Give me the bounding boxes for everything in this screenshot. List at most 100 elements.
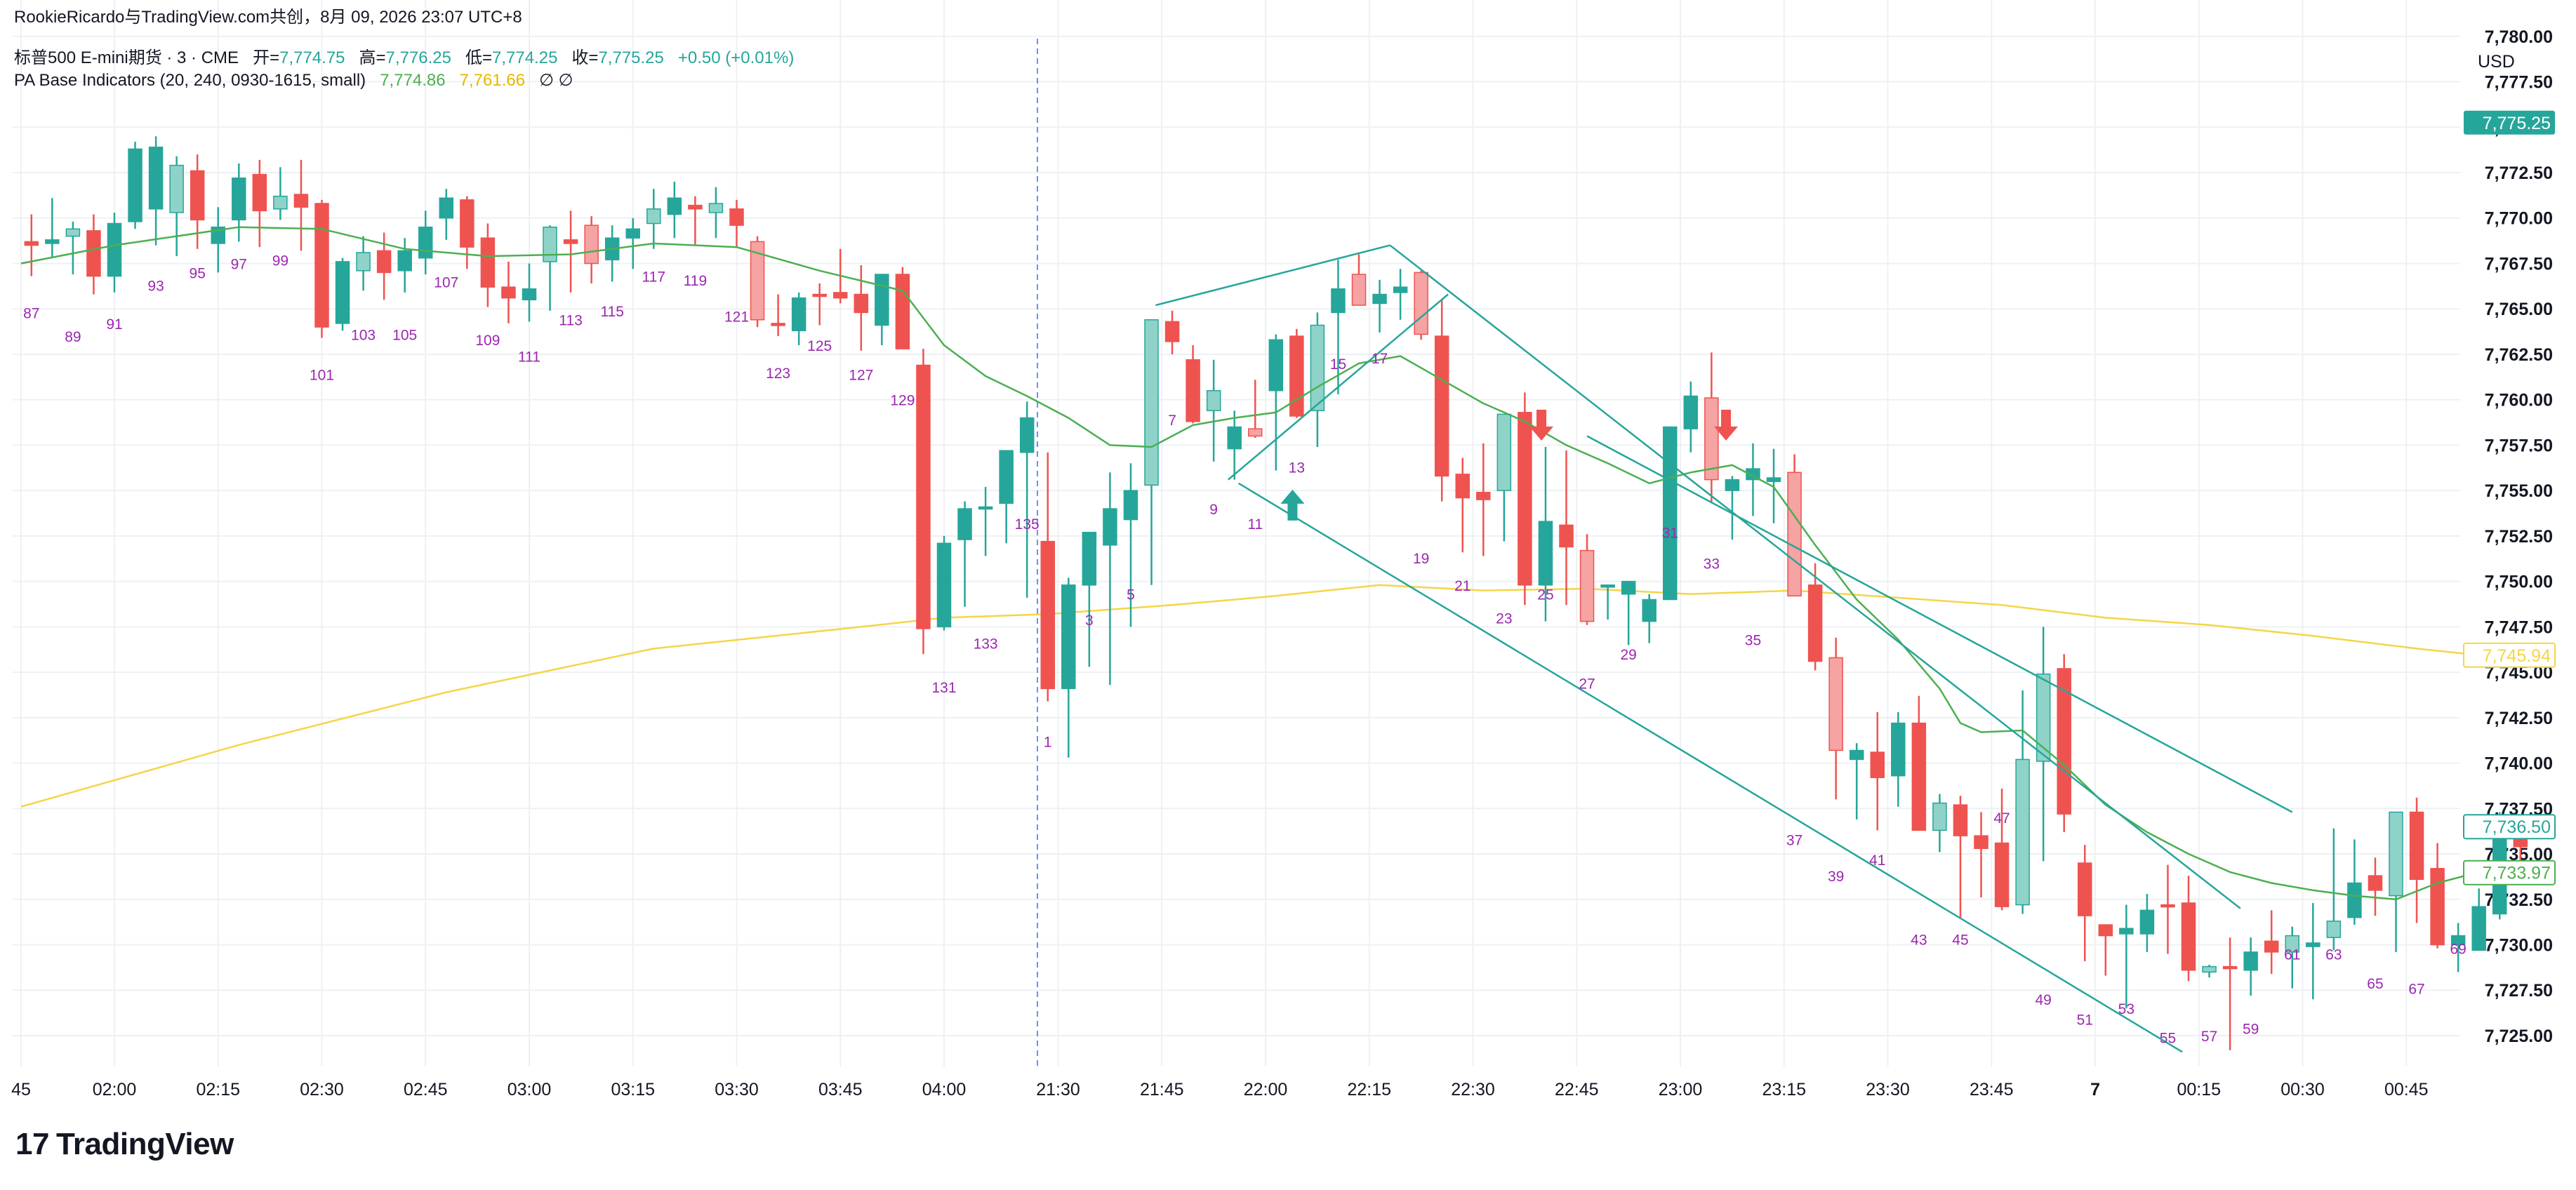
candle	[2471, 888, 2486, 951]
candle	[418, 210, 433, 275]
candle-body	[978, 506, 993, 510]
candle-body	[2181, 902, 2196, 971]
candle	[1725, 476, 1740, 540]
tradingview-logo[interactable]: 17 TradingView	[15, 1127, 234, 1162]
price-tick-label: 7,770.00	[2485, 209, 2553, 229]
candle	[1289, 328, 1304, 418]
price-tag-bg	[2463, 860, 2556, 885]
candle-body	[2306, 942, 2321, 947]
tv-logo-icon: 17	[15, 1127, 49, 1161]
candle	[169, 156, 184, 257]
candle	[397, 238, 412, 293]
high-label: 高=	[359, 48, 386, 67]
candle-body	[273, 195, 288, 210]
candle-body	[771, 323, 785, 326]
candle-body	[646, 208, 661, 225]
candle-body	[1186, 359, 1200, 422]
price-tags: 7,775.25 7,745.94 7,736.50 7,733.97	[2463, 110, 2556, 885]
candle-body	[1082, 531, 1097, 586]
symbol-name[interactable]: 标普500 E-mini期货 · 3 · CME	[14, 48, 239, 67]
candle	[2119, 904, 2134, 1009]
candle-body	[2222, 965, 2238, 970]
candle	[2285, 926, 2299, 989]
candle	[460, 196, 474, 269]
bar-count-label: 95	[190, 265, 206, 281]
candle	[1663, 426, 1678, 601]
candle	[936, 535, 952, 631]
low-value: 7,774.25	[492, 48, 558, 67]
candle-body	[2471, 906, 2486, 951]
candle-body	[1040, 540, 1055, 690]
candle-body	[1559, 524, 1574, 548]
candle-body	[2285, 935, 2299, 953]
candle	[1807, 563, 1823, 671]
bar-count-label: 5	[1127, 587, 1135, 603]
time-tick-label: 23:30	[1866, 1080, 1910, 1099]
candle-body	[1849, 749, 1864, 761]
time-tick-label: 23:00	[1659, 1080, 1703, 1099]
trend-line	[1237, 482, 2183, 1053]
candle-body	[2264, 940, 2279, 953]
candle	[708, 187, 724, 239]
price-axis[interactable]: 7,725.007,727.507,730.007,732.507,735.00…	[2478, 27, 2553, 1046]
bar-count-label: 39	[1828, 869, 1844, 885]
bar-count-label: 41	[1869, 853, 1885, 869]
signal-markers	[1280, 409, 1739, 521]
bar-count-label: 101	[310, 367, 334, 383]
candle-body	[2036, 673, 2051, 762]
bar-count-label: 35	[1745, 632, 1761, 648]
trend-channel-lines	[1155, 244, 2293, 1053]
price-tag-text: 7,745.94	[2483, 646, 2551, 666]
candles-layer	[24, 136, 2528, 1050]
candle	[1455, 457, 1470, 553]
bar-count-label: 119	[684, 273, 707, 289]
bar-count-label: 107	[434, 274, 458, 290]
candle	[211, 207, 225, 273]
candle-body	[1891, 722, 1906, 777]
candle	[252, 159, 267, 248]
symbol-legend[interactable]: 标普500 E-mini期货 · 3 · CME 开=7,774.75 高=7,…	[14, 48, 794, 69]
time-tick-label: 04:00	[922, 1080, 967, 1099]
candle	[2015, 690, 2030, 914]
candle-body	[128, 148, 142, 222]
change-value: +0.50 (+0.01%)	[677, 48, 795, 67]
candle	[604, 225, 620, 282]
bar-count-label: 67	[2408, 982, 2424, 998]
candle	[999, 450, 1014, 544]
price-tick-label: 7,750.00	[2485, 573, 2553, 592]
time-tick-label: 23:15	[1762, 1080, 1806, 1099]
indicator-name[interactable]: PA Base Indicators (20, 240, 0930-1615, …	[14, 71, 366, 90]
time-tick-label: 21:30	[1036, 1080, 1080, 1099]
candle	[2243, 937, 2258, 996]
bar-count-label: 63	[2325, 947, 2342, 963]
candle-body	[1994, 842, 2010, 907]
candle	[771, 294, 785, 337]
candle	[2389, 811, 2403, 952]
candle-body	[65, 228, 81, 237]
price-tag-text: 7,736.50	[2483, 817, 2551, 837]
candle	[1683, 381, 1699, 453]
candle	[563, 210, 578, 293]
candle	[750, 236, 765, 328]
indicator-legend[interactable]: PA Base Indicators (20, 240, 0930-1615, …	[14, 70, 573, 91]
price-tick-label: 7,772.50	[2485, 163, 2553, 183]
candle-body	[2243, 951, 2258, 971]
candle-body	[356, 252, 371, 272]
candle-body	[1206, 389, 1221, 411]
bar-count-label: 7	[1168, 413, 1176, 429]
candle	[646, 189, 661, 249]
bar-count-label: 91	[106, 316, 122, 333]
candle	[2430, 843, 2445, 949]
time-tick-label: 02:00	[93, 1080, 137, 1099]
candle-body	[1828, 657, 1843, 751]
candle-body	[1393, 286, 1408, 293]
candle	[2139, 894, 2155, 952]
bar-count-label: 23	[1496, 610, 1512, 627]
candle	[1621, 580, 1636, 646]
time-axis[interactable]: 45 02:00 02:15 02:30 02:45 03:00 03:15 03:30 03:…	[11, 1080, 2428, 1099]
candle-body	[1663, 426, 1678, 601]
price-tick-label: 7,777.50	[2485, 73, 2553, 93]
bar-count-label: 17	[1372, 351, 1388, 367]
